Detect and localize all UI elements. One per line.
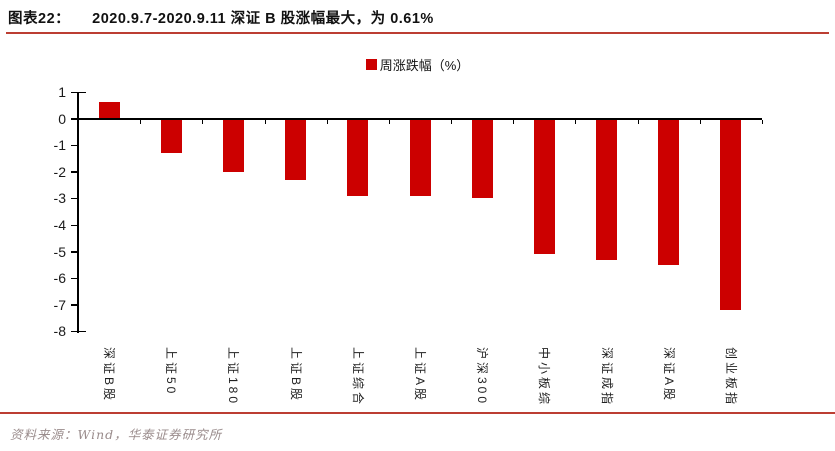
x-axis-label: 沪深300 — [475, 347, 490, 407]
y-axis-tick-label: -7 — [53, 296, 66, 313]
x-axis-label: 深证B股 — [102, 347, 117, 404]
y-axis-tick-label: -8 — [53, 323, 66, 340]
bar-5 — [347, 118, 369, 196]
x-axis-boundary-tick — [388, 119, 390, 124]
bar-11 — [720, 118, 742, 311]
title-divider-line — [6, 32, 829, 34]
y-axis-tick-label: -6 — [53, 270, 66, 287]
x-axis-label: 上证A股 — [413, 347, 427, 404]
bar-3 — [222, 118, 244, 172]
y-axis-line — [77, 92, 79, 334]
y-axis-tick-label: 1 — [58, 84, 66, 100]
x-axis-label: 中小板综 — [537, 347, 552, 408]
x-axis-zero-line — [78, 117, 762, 120]
bar-2 — [160, 118, 182, 154]
bar-6 — [409, 118, 431, 196]
x-axis-boundary-tick — [513, 119, 515, 124]
figure-label: 图表22： — [8, 11, 71, 27]
x-axis-label: 上证B股 — [288, 347, 303, 404]
footer-divider-line — [0, 412, 835, 414]
x-axis-label: 上证180 — [226, 347, 241, 407]
bar-chart: 1 0 -1 -2 -3 -4 -5 -6 -7 -8 深证B股 上证50 上证180 上证B股 上证综合 上… — [0, 84, 835, 415]
x-axis-boundary-tick — [575, 119, 577, 124]
y-axis-tick — [71, 144, 78, 147]
y-axis-tick — [71, 277, 78, 280]
x-axis-boundary-tick — [637, 119, 639, 124]
x-axis-label: 上证综合 — [350, 347, 365, 408]
figure-header: 图表22： 2020.9.7-2020.9.11 深证 B 股涨幅最大，为 0.… — [8, 7, 434, 28]
bar-8 — [533, 118, 555, 255]
bar-9 — [596, 118, 618, 260]
y-axis-tick-label: -2 — [53, 163, 66, 180]
x-axis-boundary-tick — [264, 119, 266, 124]
x-axis-boundary-tick — [451, 119, 453, 124]
y-axis-tick — [71, 330, 78, 333]
y-axis-endcap — [79, 330, 86, 333]
y-axis-tick — [71, 304, 78, 306]
y-axis-tick — [71, 171, 78, 173]
x-axis-boundary-tick — [699, 119, 701, 124]
chart-legend: 周涨跌幅（%） — [0, 55, 835, 74]
x-axis-label: 创业板指 — [723, 347, 738, 408]
legend-swatch-icon — [365, 59, 377, 70]
y-axis-tick-label: -5 — [53, 243, 66, 260]
x-axis-boundary-tick — [326, 119, 328, 124]
y-axis-tick-label: -1 — [53, 137, 66, 154]
legend-label: 周涨跌幅（%） — [379, 58, 470, 73]
bar-10 — [658, 118, 680, 265]
bar-4 — [285, 118, 307, 180]
y-axis-tick-label: -4 — [53, 217, 66, 233]
x-axis-boundary-tick — [202, 119, 204, 124]
x-axis-boundary-tick — [140, 119, 142, 124]
bar-1 — [98, 102, 120, 119]
x-axis-boundary-tick — [78, 119, 79, 124]
y-axis-tick — [71, 224, 78, 226]
y-axis-tick — [71, 91, 78, 93]
y-axis-endcap — [79, 91, 86, 93]
source-note: 资料来源：Wind，华泰证券研究所 — [10, 427, 223, 442]
x-axis-boundary-tick — [762, 119, 763, 124]
x-axis-label: 深证A股 — [661, 347, 676, 404]
x-axis-label: 上证50 — [164, 347, 179, 397]
y-axis-tick — [71, 251, 78, 253]
page-title: 2020.9.7-2020.9.11 深证 B 股涨幅最大，为 0.61% — [92, 11, 434, 27]
y-axis-tick — [71, 118, 78, 120]
y-axis-tick-label: -3 — [53, 190, 66, 207]
x-axis-label: 深证成指 — [599, 347, 614, 408]
bar-7 — [471, 118, 493, 199]
y-axis-tick-label: 0 — [58, 110, 66, 127]
y-axis-tick — [71, 197, 78, 200]
